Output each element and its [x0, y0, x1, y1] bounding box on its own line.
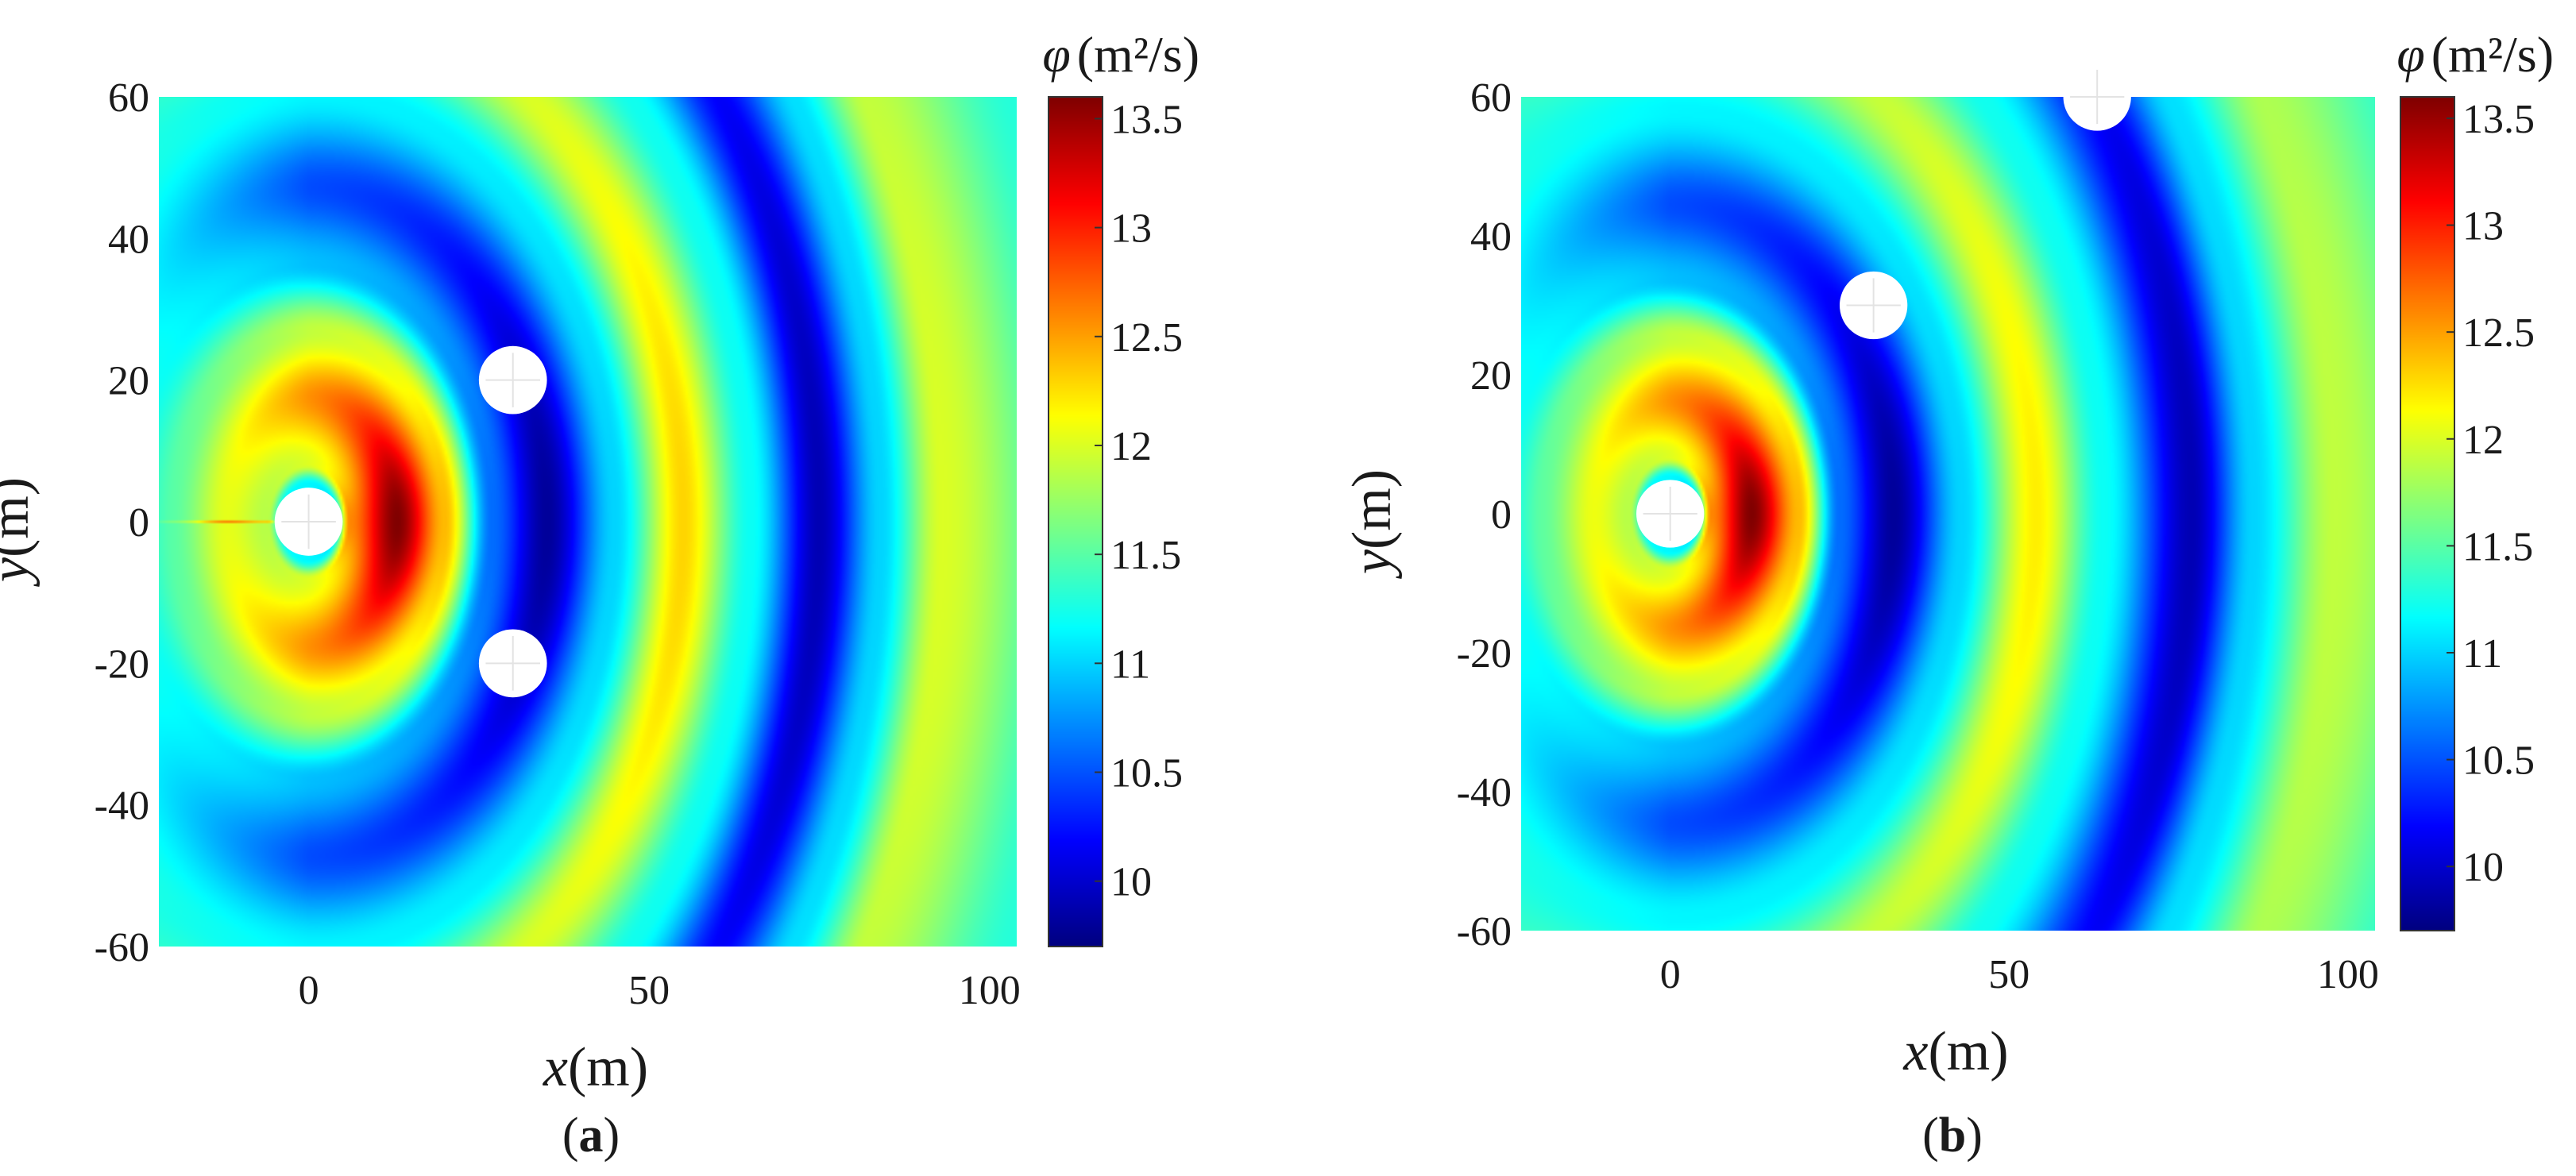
- y-tick-label: -20: [1457, 631, 1512, 677]
- panel-b: 0 50 1006040200-20-40-60x(m)y(m)13.51312.5…: [1342, 26, 2554, 1163]
- colorbar-title: φ (m²/s): [2396, 26, 2554, 83]
- y-axis-label: y(m): [0, 477, 41, 587]
- x-tick-label: 100: [959, 968, 1021, 1013]
- colorbar: [2400, 97, 2454, 931]
- y-tick-label: 0: [1491, 492, 1512, 538]
- y-tick-label: -40: [1457, 770, 1512, 815]
- colorbar-frame: [2400, 96, 2455, 931]
- colorbar-tick-label: 13: [1110, 206, 1152, 252]
- x-tick-label: 50: [628, 968, 670, 1013]
- panel-label: (a): [562, 1109, 620, 1163]
- y-tick-label: 60: [108, 75, 149, 121]
- x-axis-var: x: [1902, 1021, 1928, 1082]
- colorbar-tick-label: 11.5: [2462, 524, 2533, 569]
- y-axis-var: y: [0, 557, 41, 587]
- colorbar-title-unit: (m²/s): [1077, 26, 1199, 83]
- colorbar-title-unit: (m²/s): [2431, 26, 2554, 83]
- y-tick-label: 20: [108, 359, 149, 404]
- colorbar-title-var: φ: [1042, 26, 1070, 83]
- panel-label: (b): [1922, 1109, 1983, 1163]
- colorbar-tick-label: 12: [1110, 424, 1152, 469]
- colorbar: [1049, 97, 1103, 947]
- x-axis-var: x: [543, 1037, 568, 1098]
- y-axis-var: y: [1342, 549, 1403, 579]
- colorbar-tick-label: 13.5: [1110, 97, 1183, 142]
- colorbar-tick-label: 10: [1110, 860, 1152, 905]
- panel-letter: a: [579, 1109, 604, 1163]
- x-tick-label: 50: [1988, 952, 2030, 997]
- y-axis-unit: (m): [1342, 469, 1403, 549]
- colorbar-tick-label: 11: [2462, 631, 2502, 677]
- colorbar-tick-label: 13.5: [2462, 97, 2535, 142]
- y-tick-label: 40: [1470, 214, 1512, 260]
- colorbar-tick-label: 13: [2462, 204, 2504, 249]
- y-tick-label: -20: [95, 642, 149, 687]
- x-axis-unit: (m): [1929, 1021, 2009, 1082]
- colorbar-tick-label: 12: [2462, 418, 2504, 463]
- x-tick-label: 100: [2317, 952, 2379, 997]
- y-tick-label: -60: [1457, 909, 1512, 954]
- y-tick-label: 20: [1470, 353, 1512, 399]
- colorbar-tick-label: 10.5: [2462, 738, 2535, 784]
- colorbar-tick-label: 10: [2462, 845, 2504, 890]
- x-axis-label: x(m): [1902, 1021, 2008, 1082]
- y-tick-label: 40: [108, 217, 149, 262]
- colorbar-tick-label: 10.5: [1110, 751, 1183, 796]
- y-axis-unit: (m): [0, 477, 41, 557]
- colorbar-frame: [1048, 96, 1103, 947]
- colorbar-title: φ (m²/s): [1042, 26, 1199, 83]
- x-tick-label: 0: [299, 968, 319, 1013]
- y-tick-label: 60: [1470, 75, 1512, 121]
- colorbar-tick-label: 12.5: [2462, 310, 2535, 356]
- colorbar-tick-label: 11.5: [1110, 533, 1181, 578]
- panel-a: 0501006040200-20-40-60x(m)y(m)13.51312.5…: [0, 26, 1199, 1163]
- x-tick-label: 0: [1660, 952, 1681, 997]
- panel-letter: b: [1939, 1109, 1966, 1163]
- x-axis-label: x(m): [543, 1037, 648, 1098]
- colorbar-tick-label: 12.5: [1110, 315, 1183, 361]
- y-tick-label: -40: [95, 784, 149, 829]
- colorbar-tick-label: 11: [1110, 642, 1150, 687]
- colorbar-title-var: φ: [2396, 26, 2424, 83]
- y-tick-label: 0: [129, 500, 149, 546]
- x-axis-unit: (m): [568, 1037, 648, 1098]
- y-tick-label: -60: [95, 925, 149, 970]
- y-axis-label: y(m): [1342, 469, 1403, 579]
